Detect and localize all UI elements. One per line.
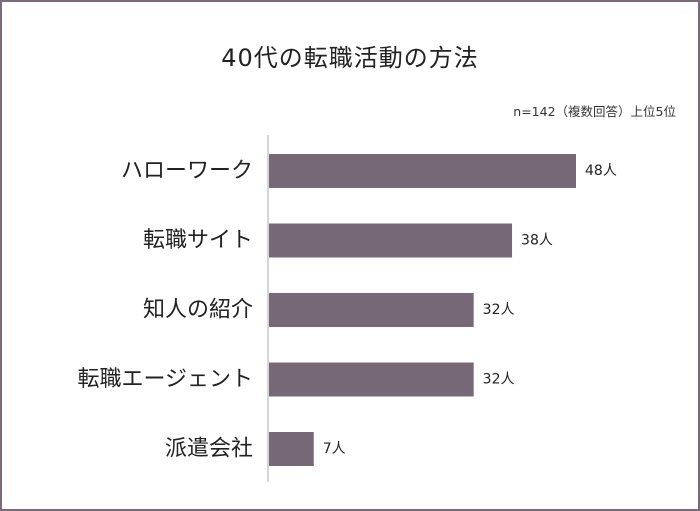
bar [269, 432, 314, 466]
chart-title: 40代の転職活動の方法 [221, 44, 479, 72]
bar [269, 154, 576, 188]
bar [269, 362, 474, 397]
category-label: ハローワーク [121, 159, 253, 184]
bar-value-label: 48人 [585, 163, 617, 179]
bar-value-label: 32人 [483, 302, 515, 318]
bar-value-label: 38人 [521, 233, 553, 249]
category-label: 知人の紹介 [143, 298, 253, 323]
bar [269, 293, 474, 327]
category-label: 派遣会社 [165, 437, 253, 462]
category-label: 転職エージェント [77, 367, 253, 392]
bar-value-label: 7人 [323, 441, 346, 457]
bar-value-label: 32人 [483, 372, 515, 388]
category-label: 転職サイト [143, 228, 253, 253]
sample-note: n=142（複数回答）上位5位 [513, 104, 676, 119]
bar [269, 223, 513, 258]
